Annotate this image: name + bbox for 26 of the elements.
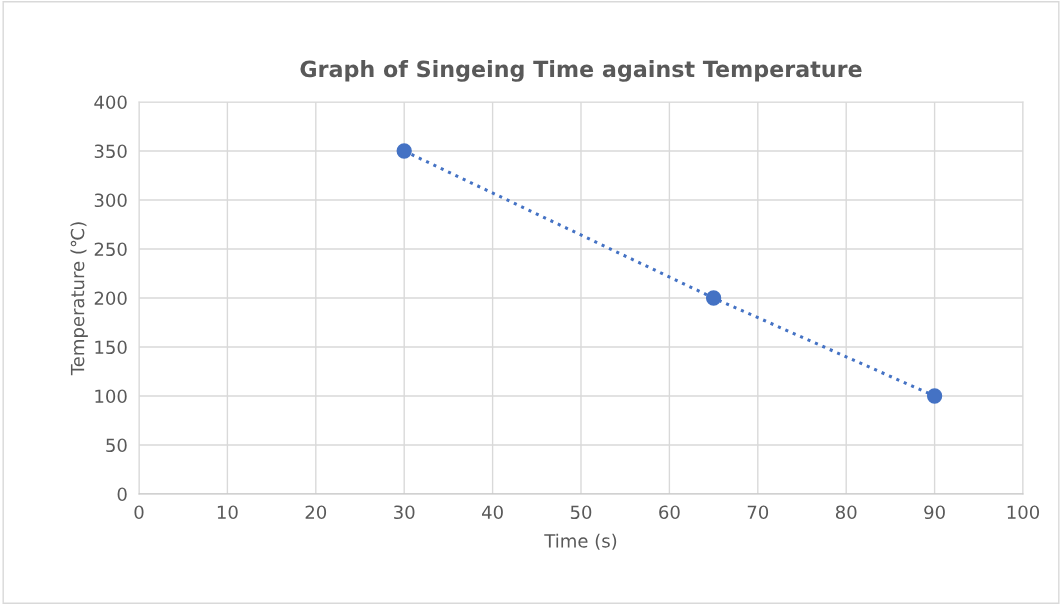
point [396,143,412,159]
y-tick-label: 150 [95,340,127,355]
y-tick-label: 300 [94,193,127,208]
y-tick-label: 0 [117,487,127,502]
x-tick-label: 100 [1007,505,1040,520]
y-tick-label: 400 [94,95,127,110]
y-tick-label: 50 [106,438,127,453]
x-tick-label: 60 [659,505,680,520]
y-tick-label: 350 [94,144,127,159]
chart-title: Graph of Singeing Time against Temperature [300,60,862,82]
x-axis-title: Time (s) [544,533,617,550]
x-tick-label: 30 [394,505,415,520]
y-tick-label: 100 [95,389,127,404]
y-axis-title: Temperature (℃) [70,222,88,376]
x-tick-label: 40 [482,505,503,520]
x-tick-label: 70 [747,505,769,520]
x-tick-label: 80 [835,505,857,520]
x-tick-label: 0 [134,505,144,520]
y-tick-label: 200 [94,291,127,306]
y-tick-label: 250 [94,242,127,257]
x-tick-label: 20 [305,505,327,520]
point [705,290,722,306]
x-tick-label: 50 [570,505,592,520]
point [926,388,943,404]
x-tick-label: 10 [217,505,238,520]
x-tick-label: 90 [924,505,945,520]
